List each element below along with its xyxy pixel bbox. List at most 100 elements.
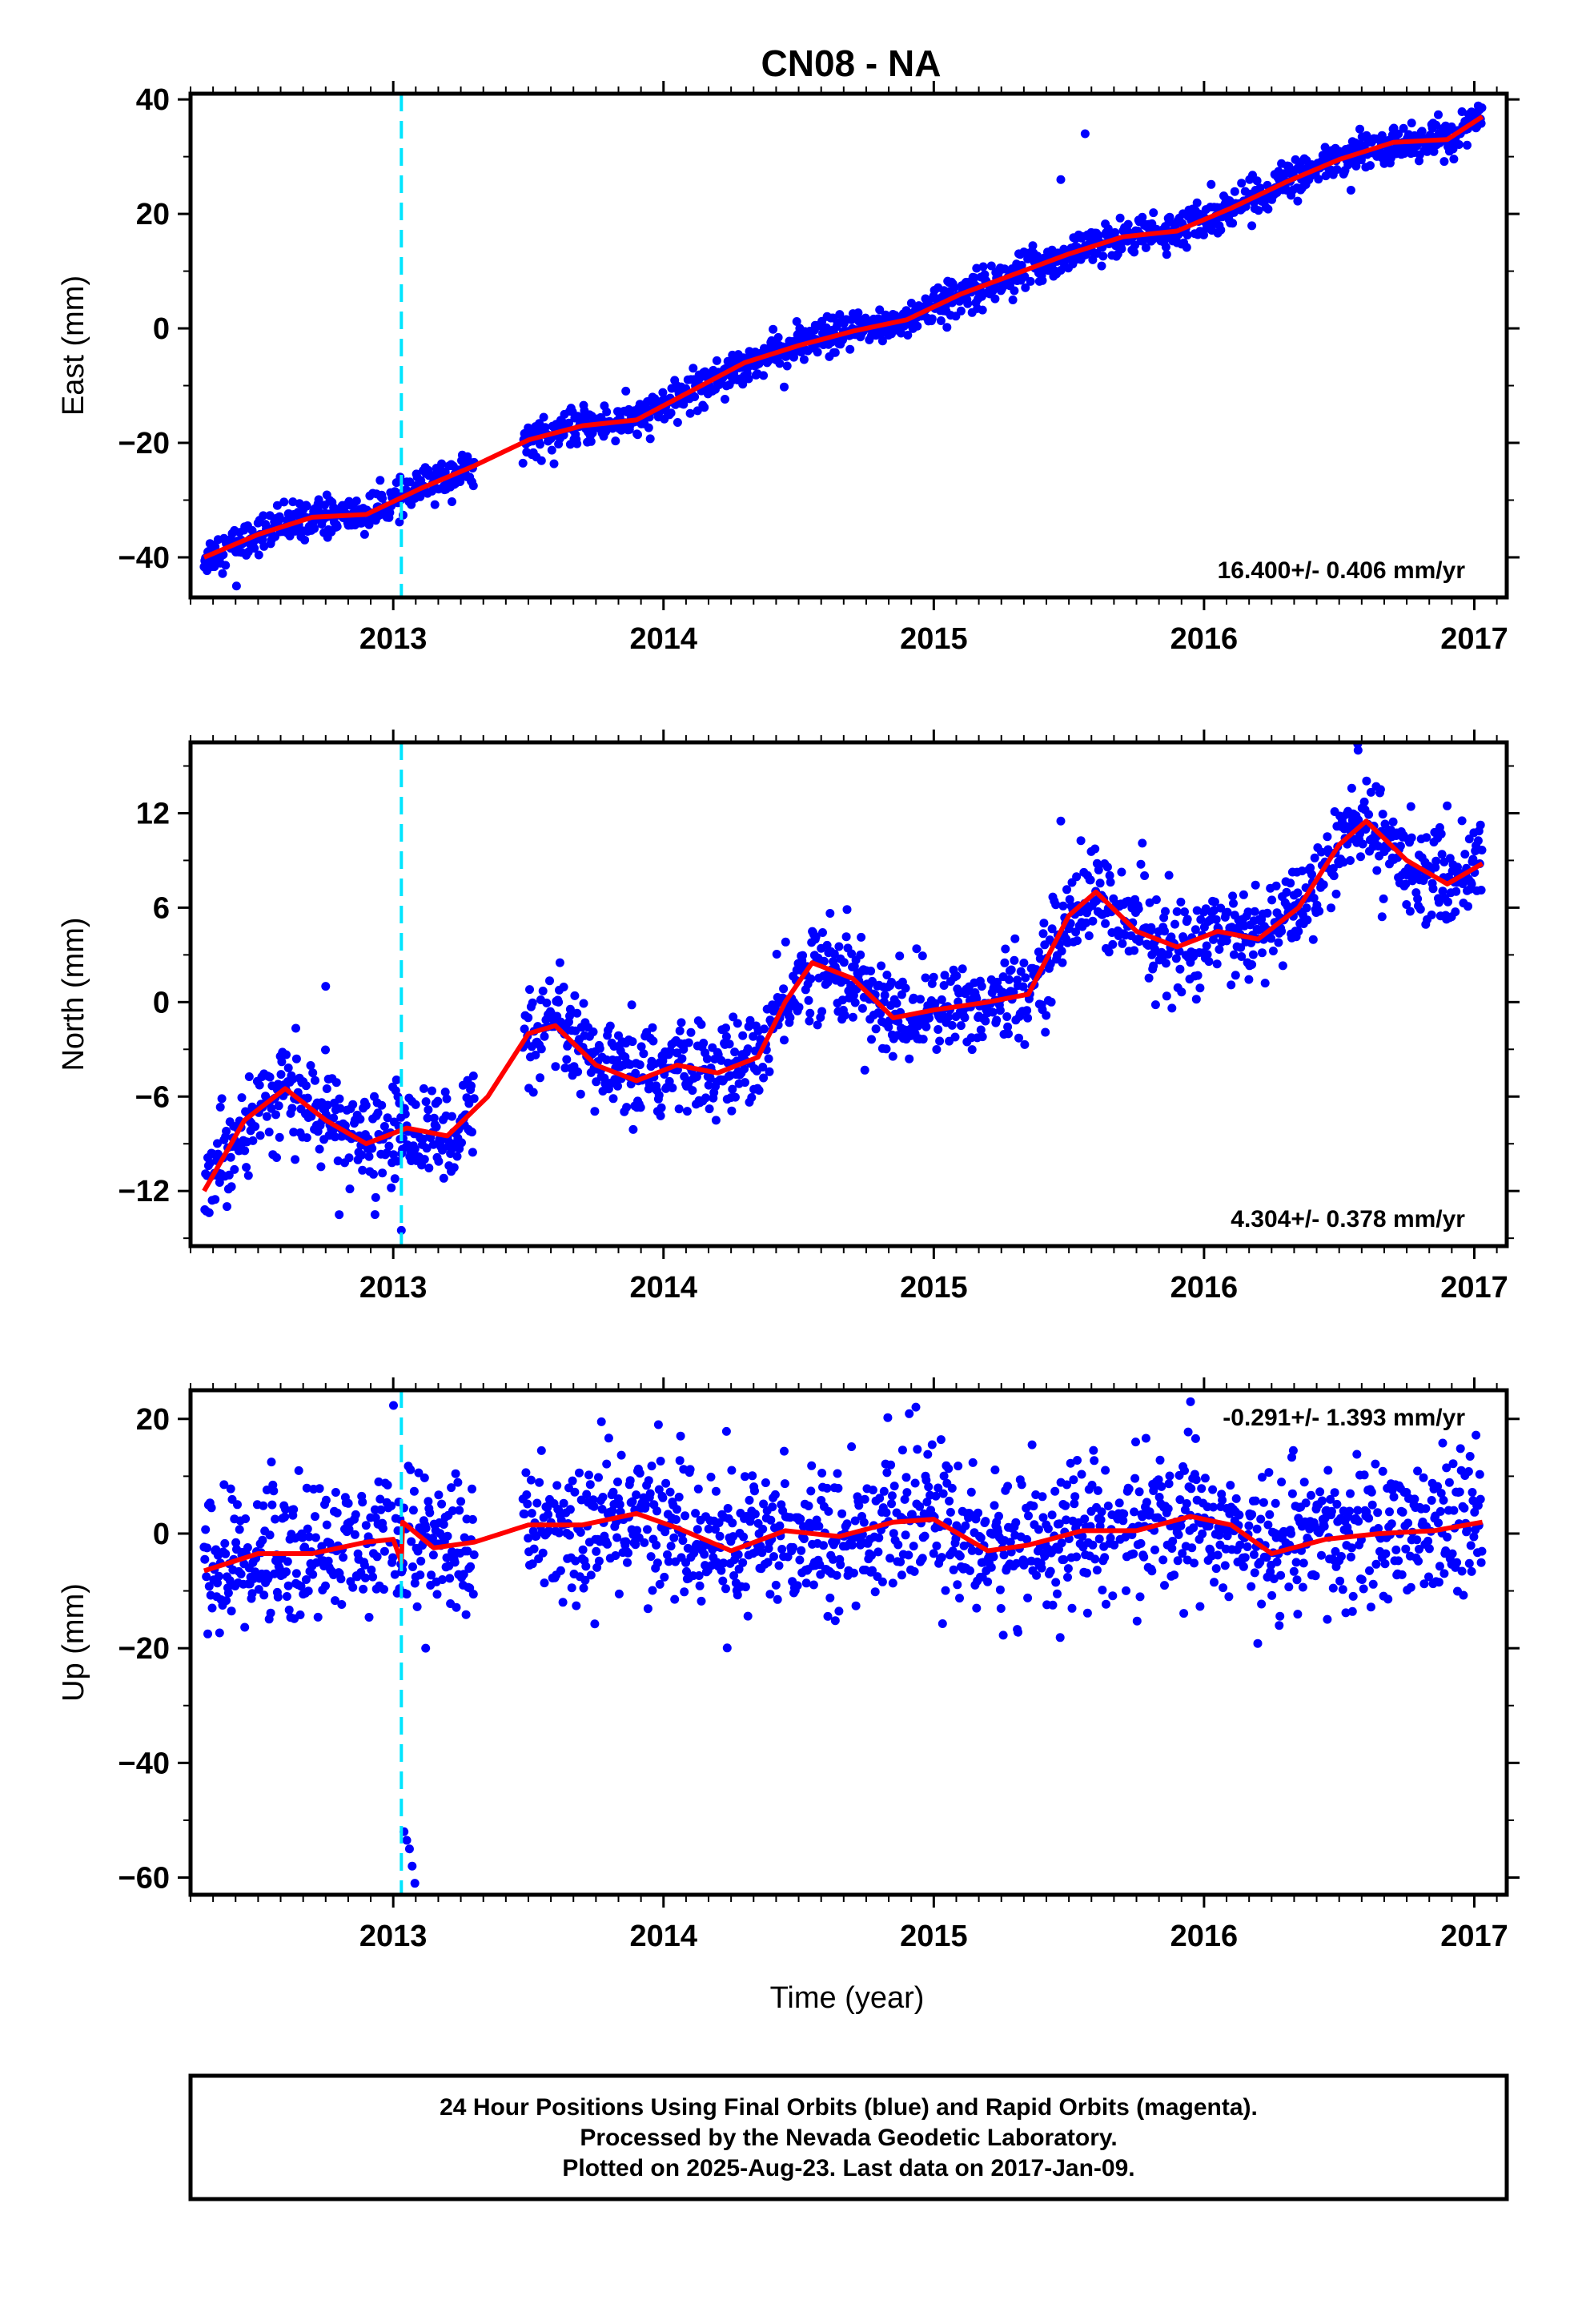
data-point <box>408 1506 418 1515</box>
data-point <box>611 436 620 446</box>
data-point <box>799 355 809 364</box>
data-point <box>765 1590 775 1599</box>
data-point <box>1037 1563 1046 1573</box>
data-point <box>830 348 840 357</box>
data-point <box>1419 1579 1429 1589</box>
data-point <box>996 1604 1006 1613</box>
x-tick-label: 2015 <box>900 622 968 656</box>
data-point <box>422 1144 432 1153</box>
data-point <box>721 1426 731 1436</box>
data-point <box>636 1103 645 1112</box>
data-point <box>1118 939 1127 948</box>
data-point <box>1078 1532 1087 1541</box>
data-point <box>243 1543 252 1552</box>
data-point <box>1202 941 1211 951</box>
data-point <box>468 1148 477 1157</box>
data-point <box>448 1112 456 1121</box>
data-point <box>1220 1561 1230 1570</box>
data-point <box>700 403 709 412</box>
data-point <box>939 1471 949 1481</box>
data-point <box>1331 1546 1340 1556</box>
data-point <box>888 1051 897 1061</box>
outlier-point <box>321 982 331 991</box>
data-point <box>322 1520 331 1530</box>
data-point <box>684 1038 693 1047</box>
data-point <box>897 1570 906 1580</box>
data-point <box>602 407 612 416</box>
y-tick-label: 40 <box>136 83 170 117</box>
data-point <box>929 1549 938 1558</box>
data-point <box>1282 887 1291 897</box>
data-point <box>675 1456 685 1466</box>
data-point <box>842 905 852 915</box>
data-point <box>1010 955 1019 965</box>
data-point <box>272 1153 281 1162</box>
data-point <box>798 951 808 960</box>
data-point <box>834 942 844 951</box>
data-point <box>1161 907 1170 916</box>
data-point <box>282 1050 291 1059</box>
data-point <box>303 1524 312 1534</box>
data-point <box>233 1500 242 1510</box>
data-point <box>913 1445 922 1454</box>
data-point <box>756 1542 765 1550</box>
data-point <box>1449 155 1459 164</box>
data-point <box>387 1501 396 1510</box>
data-point <box>300 535 310 545</box>
data-point <box>909 1542 918 1551</box>
data-point <box>1346 1552 1355 1562</box>
data-point <box>1415 1545 1423 1554</box>
data-point <box>343 1498 353 1508</box>
data-point <box>360 1573 370 1582</box>
data-point <box>636 1042 646 1051</box>
data-point <box>1387 1519 1396 1529</box>
data-point <box>664 1557 673 1566</box>
data-point <box>1004 975 1014 984</box>
data-point <box>936 316 946 325</box>
data-point <box>1200 1474 1210 1483</box>
data-point <box>1323 1466 1333 1475</box>
data-point <box>1131 1437 1140 1447</box>
data-point <box>1247 960 1257 969</box>
data-point <box>1055 1633 1065 1642</box>
data-point <box>323 1100 332 1110</box>
data-point <box>1195 1602 1205 1611</box>
y-tick-label: 6 <box>153 891 170 925</box>
data-point <box>1210 897 1219 907</box>
data-point <box>1066 1458 1075 1468</box>
data-point <box>1054 1519 1064 1529</box>
data-point <box>839 958 849 967</box>
data-point <box>379 1122 389 1131</box>
data-point <box>921 973 930 983</box>
data-point <box>680 1587 689 1597</box>
data-point <box>722 1643 732 1653</box>
data-point <box>1348 1591 1358 1601</box>
data-point <box>892 999 901 1008</box>
data-point <box>364 1613 374 1622</box>
data-point <box>1346 1489 1355 1498</box>
data-point <box>1132 1616 1142 1626</box>
data-point <box>576 1089 585 1099</box>
data-point <box>1473 836 1483 846</box>
data-point <box>267 1104 276 1113</box>
data-point <box>961 1521 970 1530</box>
data-point <box>390 1570 400 1579</box>
data-point <box>679 400 689 409</box>
data-point <box>1323 832 1332 842</box>
data-point <box>1080 1514 1090 1524</box>
data-point <box>983 1577 993 1586</box>
data-point <box>460 1533 469 1542</box>
y-tick-label: 20 <box>136 198 170 231</box>
data-point <box>549 459 559 468</box>
data-point <box>1147 1566 1157 1576</box>
data-point <box>1027 1440 1037 1449</box>
data-point <box>430 500 440 509</box>
data-point <box>1235 1540 1245 1550</box>
data-point <box>631 1068 640 1078</box>
data-point <box>306 1061 315 1070</box>
data-point <box>717 1055 726 1065</box>
data-point <box>1395 841 1405 850</box>
data-point <box>809 1580 818 1590</box>
